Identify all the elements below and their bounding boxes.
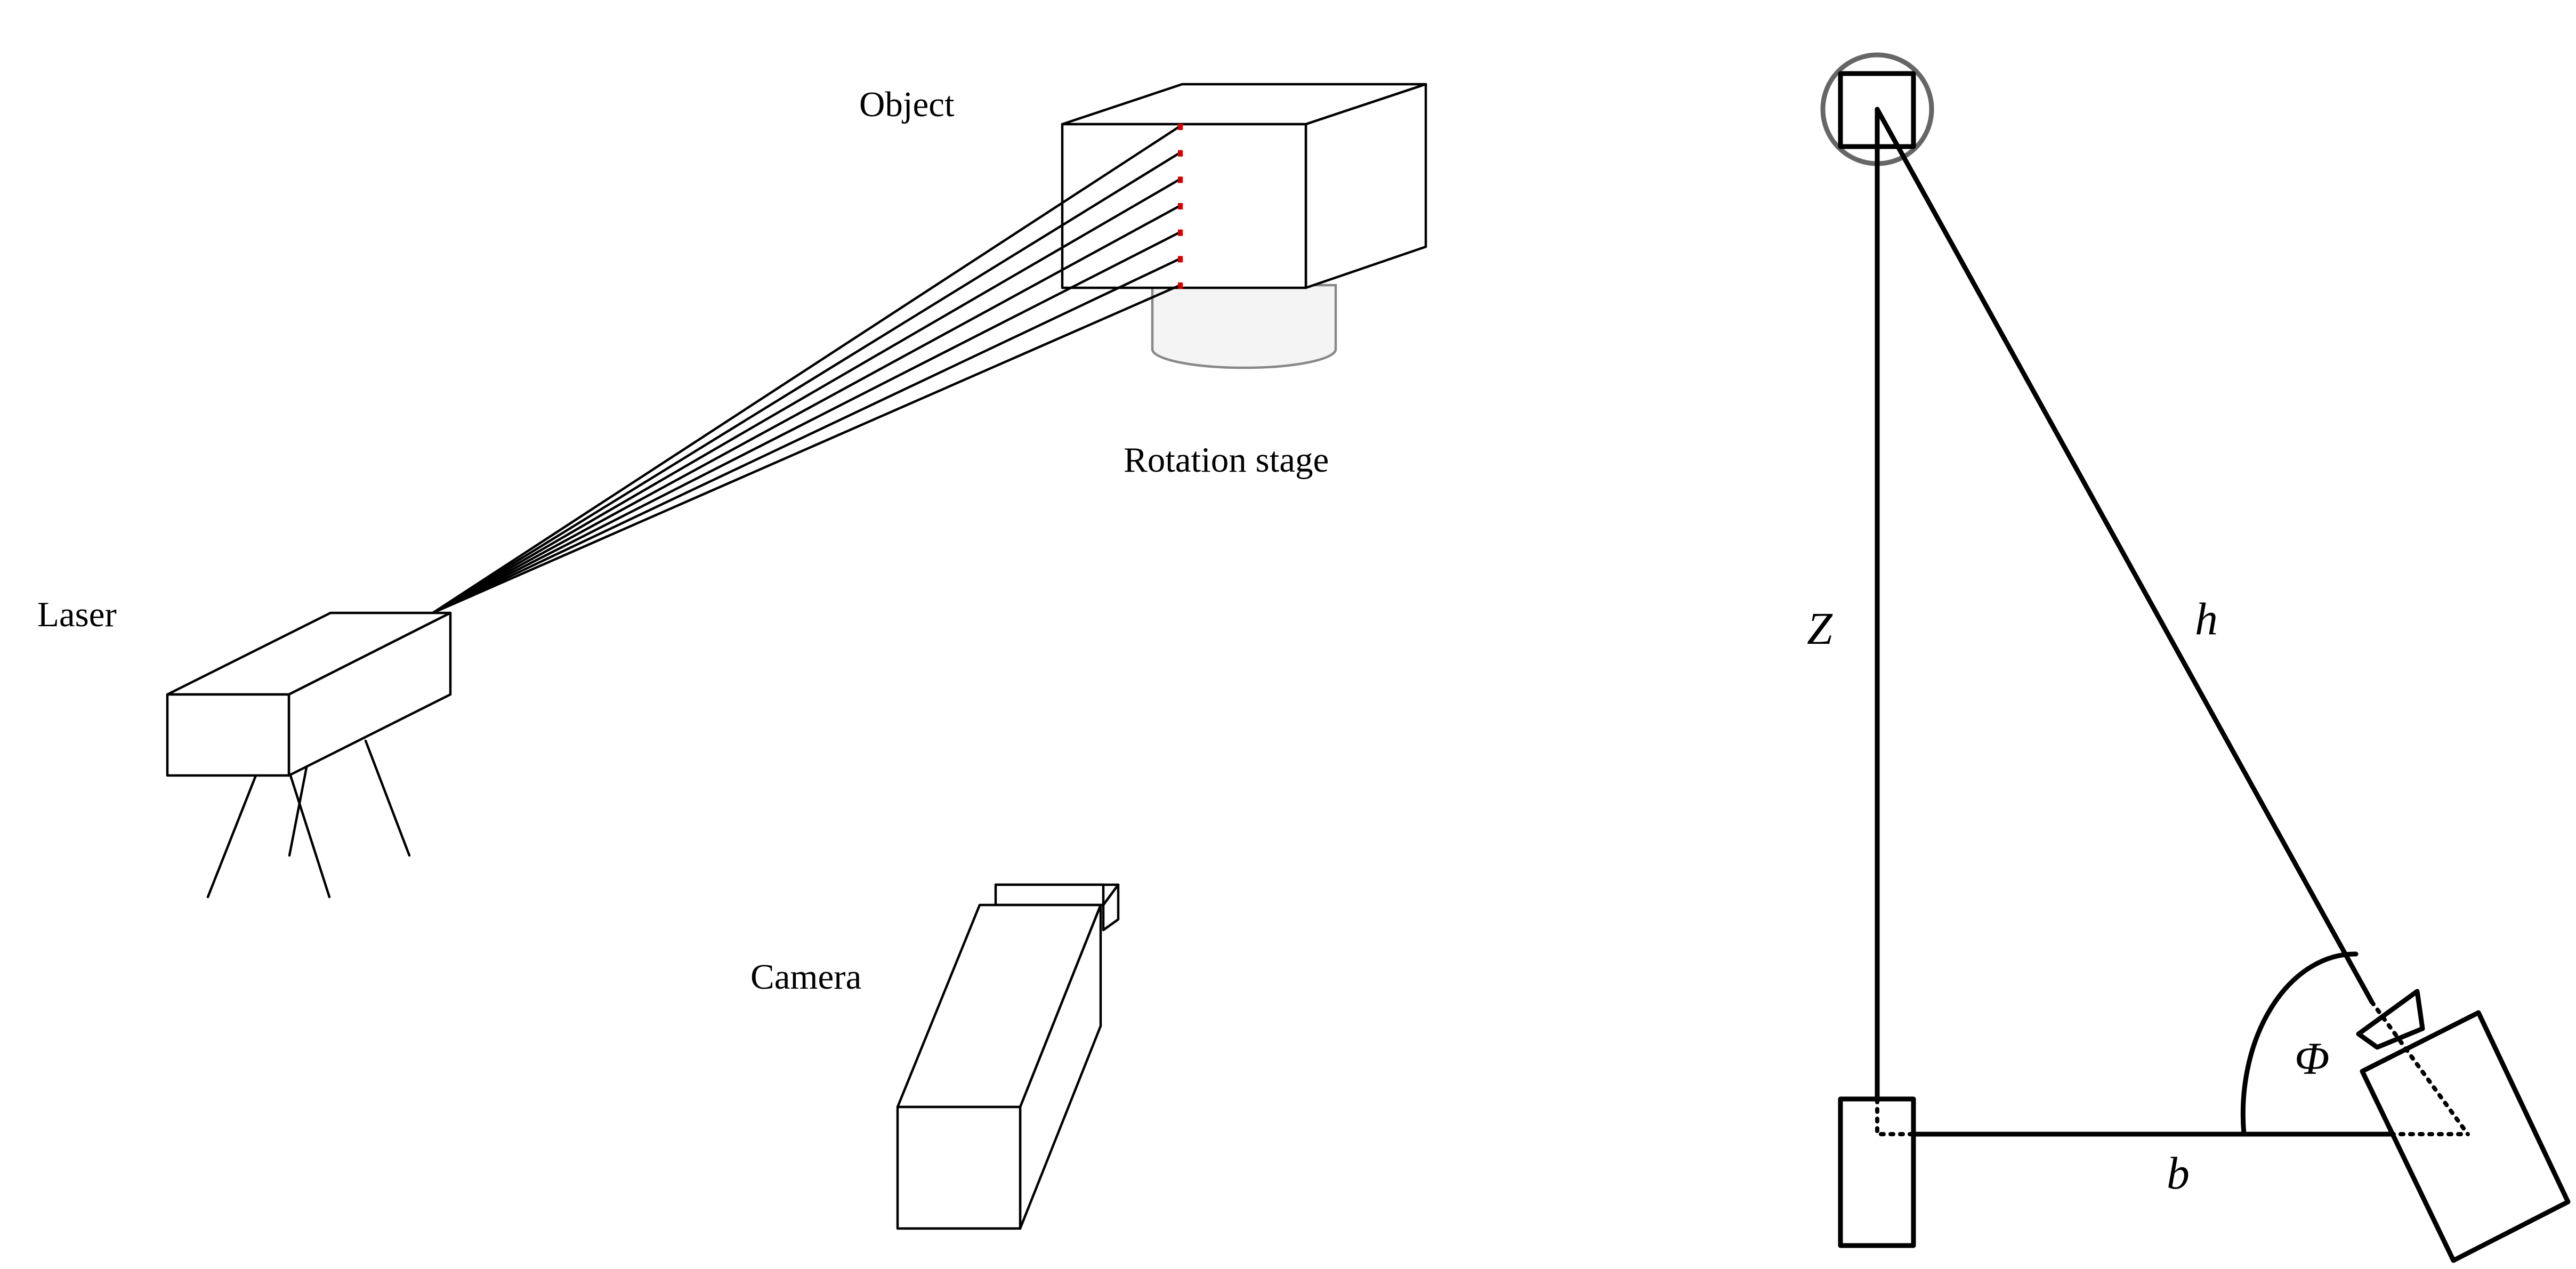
camera-body-front (896, 1105, 1022, 1230)
rotation-stage (1151, 284, 1337, 369)
hidden-h-extension (2370, 1000, 2470, 1136)
laser-device (166, 611, 452, 777)
triangulation-geometry: Z h Φ b (1807, 52, 2571, 1263)
tripod-leg-4 (364, 739, 411, 857)
laser-hit-mark (1178, 176, 1183, 183)
object-label: Object (859, 85, 955, 124)
laser-hit-mark (1178, 282, 1183, 289)
laser-hit-mark (1178, 229, 1183, 236)
setup-illustration: Object Rotation stage Laser Camera (37, 83, 1427, 1230)
laser-beam (432, 179, 1180, 614)
laser-beam (432, 258, 1180, 615)
laser-beams (432, 126, 1180, 615)
laser-front-face (166, 693, 290, 777)
rotation-stage-body (1151, 284, 1337, 369)
object-front-face (1061, 123, 1307, 289)
laser-hit-mark (1178, 150, 1183, 157)
phi-angle-arc (2240, 951, 2359, 1137)
laser-beam (432, 126, 1180, 614)
camera-label: Camera (750, 957, 861, 997)
camera-marker-lens (2356, 989, 2425, 1050)
laser-label: Laser (37, 595, 117, 634)
object-cube (1061, 83, 1427, 289)
camera-device (896, 883, 1120, 1230)
camera-lens-front (994, 883, 1105, 907)
camera-lens-side (1102, 883, 1120, 932)
tripod-leg-3 (288, 766, 308, 857)
laser-beam (432, 231, 1180, 615)
h-side-line (1875, 107, 2375, 1005)
rotation-stage-label: Rotation stage (1124, 440, 1329, 480)
camera-marker (2356, 989, 2571, 1263)
hidden-corner-left (1875, 1097, 1916, 1136)
phi-label: Φ (2295, 1033, 2329, 1084)
laser-hit-mark (1178, 203, 1183, 209)
tripod-leg-1 (206, 774, 257, 899)
z-label: Z (1807, 603, 1833, 654)
laser-beam (432, 284, 1180, 615)
laser-hit-marks (1178, 124, 1183, 289)
tripod (206, 739, 411, 899)
laser-hit-mark (1178, 256, 1183, 263)
laser-beam (432, 152, 1180, 614)
camera-marker-body (2360, 1010, 2571, 1263)
h-label: h (2195, 593, 2218, 644)
tripod-leg-2 (289, 774, 331, 899)
laser-hit-mark (1178, 124, 1183, 130)
b-label: b (2167, 1147, 2190, 1199)
laser-beam (432, 205, 1180, 614)
